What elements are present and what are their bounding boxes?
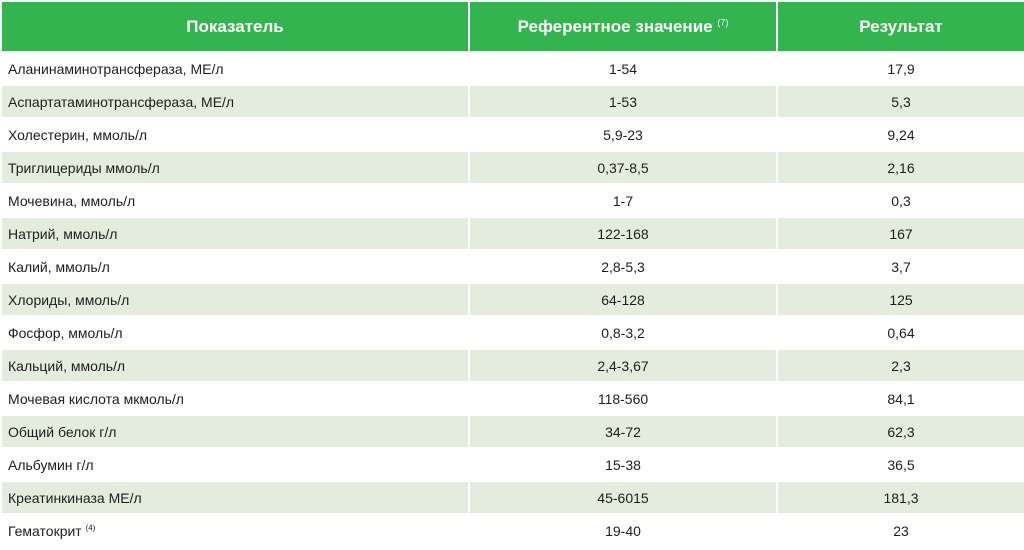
table-body: Аланинаминотрансфераза, МЕ/л 1-54 17,9 Аспа… — [2, 53, 1024, 546]
header-indicator-label: Показатель — [186, 16, 284, 36]
result-cell: 3,7 — [778, 251, 1024, 282]
table-row: Триглицериды ммоль/л 0,37-8,5 2,16 — [2, 152, 1024, 183]
reference-cell: 34-72 — [470, 416, 776, 447]
result-cell: 0,3 — [778, 185, 1024, 216]
result-cell: 36,5 — [778, 449, 1024, 480]
result-cell: 84,1 — [778, 383, 1024, 414]
result-cell: 62,3 — [778, 416, 1024, 447]
result-cell: 181,3 — [778, 482, 1024, 513]
indicator-cell: Общий белок г/л — [2, 416, 468, 447]
indicator-name: Мочевина, ммоль/л — [8, 192, 136, 209]
header-result: Результат — [778, 2, 1024, 51]
indicator-name: Холестерин, ммоль/л — [8, 126, 148, 143]
indicator-name: Альбумин г/л — [8, 456, 94, 473]
table-row: Креатинкиназа МЕ/л 45-6015 181,3 — [2, 482, 1024, 513]
reference-cell: 15-38 — [470, 449, 776, 480]
result-cell: 2,16 — [778, 152, 1024, 183]
table-row: Фосфор, ммоль/л 0,8-3,2 0,64 — [2, 317, 1024, 348]
result-cell: 9,24 — [778, 119, 1024, 150]
indicator-cell: Триглицериды ммоль/л — [2, 152, 468, 183]
indicator-name: Хлориды, ммоль/л — [8, 291, 130, 308]
result-cell: 5,3 — [778, 86, 1024, 117]
table-row: Натрий, ммоль/л 122-168 167 — [2, 218, 1024, 249]
table-row: Мочевина, ммоль/л 1-7 0,3 — [2, 185, 1024, 216]
table-row: Альбумин г/л 15-38 36,5 — [2, 449, 1024, 480]
table-row: Гематокрит (4) 19-40 23 — [2, 515, 1024, 546]
table-row: Общий белок г/л 34-72 62,3 — [2, 416, 1024, 447]
table-row: Кальций, ммоль/л 2,4-3,67 2,3 — [2, 350, 1024, 381]
header-reference-footnote: (7) — [717, 16, 729, 27]
indicator-cell: Креатинкиназа МЕ/л — [2, 482, 468, 513]
reference-cell: 45-6015 — [470, 482, 776, 513]
indicator-cell: Фосфор, ммоль/л — [2, 317, 468, 348]
indicator-name: Аланинаминотрансфераза, МЕ/л — [8, 60, 224, 77]
header-result-label: Результат — [859, 16, 943, 36]
reference-cell: 2,4-3,67 — [470, 350, 776, 381]
indicator-cell: Натрий, ммоль/л — [2, 218, 468, 249]
table-row: Калий, ммоль/л 2,8-5,3 3,7 — [2, 251, 1024, 282]
reference-cell: 1-54 — [470, 53, 776, 84]
indicator-name: Гематокрит — [8, 522, 82, 539]
reference-cell: 64-128 — [470, 284, 776, 315]
reference-cell: 19-40 — [470, 515, 776, 546]
indicator-footnote: (4) — [85, 522, 96, 532]
indicator-cell: Калий, ммоль/л — [2, 251, 468, 282]
indicator-cell: Мочевина, ммоль/л — [2, 185, 468, 216]
header-reference-label: Референтное значение — [517, 16, 713, 36]
result-cell: 0,64 — [778, 317, 1024, 348]
indicator-cell: Мочевая кислота мкмоль/л — [2, 383, 468, 414]
indicator-cell: Альбумин г/л — [2, 449, 468, 480]
indicator-name: Триглицериды ммоль/л — [8, 159, 160, 176]
indicator-cell: Аспартатаминотрансфераза, МЕ/л — [2, 86, 468, 117]
table-row: Хлориды, ммоль/л 64-128 125 — [2, 284, 1024, 315]
result-cell: 167 — [778, 218, 1024, 249]
header-reference: Референтное значение (7) — [470, 2, 776, 51]
header-indicator: Показатель — [2, 2, 468, 51]
result-cell: 17,9 — [778, 53, 1024, 84]
table-row: Аспартатаминотрансфераза, МЕ/л 1-53 5,3 — [2, 86, 1024, 117]
reference-cell: 0,8-3,2 — [470, 317, 776, 348]
table-header: Показатель Референтное значение (7) Резу… — [2, 2, 1024, 51]
table-row: Мочевая кислота мкмоль/л 118-560 84,1 — [2, 383, 1024, 414]
indicator-name: Калий, ммоль/л — [8, 258, 110, 275]
indicator-name: Аспартатаминотрансфераза, МЕ/л — [8, 93, 235, 110]
indicator-cell: Хлориды, ммоль/л — [2, 284, 468, 315]
indicator-cell: Гематокрит (4) — [2, 515, 468, 546]
header-row: Показатель Референтное значение (7) Резу… — [2, 2, 1024, 51]
reference-cell: 0,37-8,5 — [470, 152, 776, 183]
reference-cell: 118-560 — [470, 383, 776, 414]
indicator-name: Натрий, ммоль/л — [8, 225, 118, 242]
result-cell: 23 — [778, 515, 1024, 546]
indicator-name: Кальций, ммоль/л — [8, 357, 126, 374]
result-cell: 125 — [778, 284, 1024, 315]
indicator-name: Фосфор, ммоль/л — [8, 324, 123, 341]
table-row: Холестерин, ммоль/л 5,9-23 9,24 — [2, 119, 1024, 150]
indicator-name: Креатинкиназа МЕ/л — [8, 489, 142, 506]
result-cell: 2,3 — [778, 350, 1024, 381]
indicator-cell: Кальций, ммоль/л — [2, 350, 468, 381]
reference-cell: 2,8-5,3 — [470, 251, 776, 282]
reference-cell: 122-168 — [470, 218, 776, 249]
indicator-cell: Аланинаминотрансфераза, МЕ/л — [2, 53, 468, 84]
reference-cell: 1-53 — [470, 86, 776, 117]
indicator-name: Общий белок г/л — [8, 423, 117, 440]
indicator-name: Мочевая кислота мкмоль/л — [8, 390, 184, 407]
table-row: Аланинаминотрансфераза, МЕ/л 1-54 17,9 — [2, 53, 1024, 84]
reference-cell: 1-7 — [470, 185, 776, 216]
indicator-cell: Холестерин, ммоль/л — [2, 119, 468, 150]
reference-cell: 5,9-23 — [470, 119, 776, 150]
